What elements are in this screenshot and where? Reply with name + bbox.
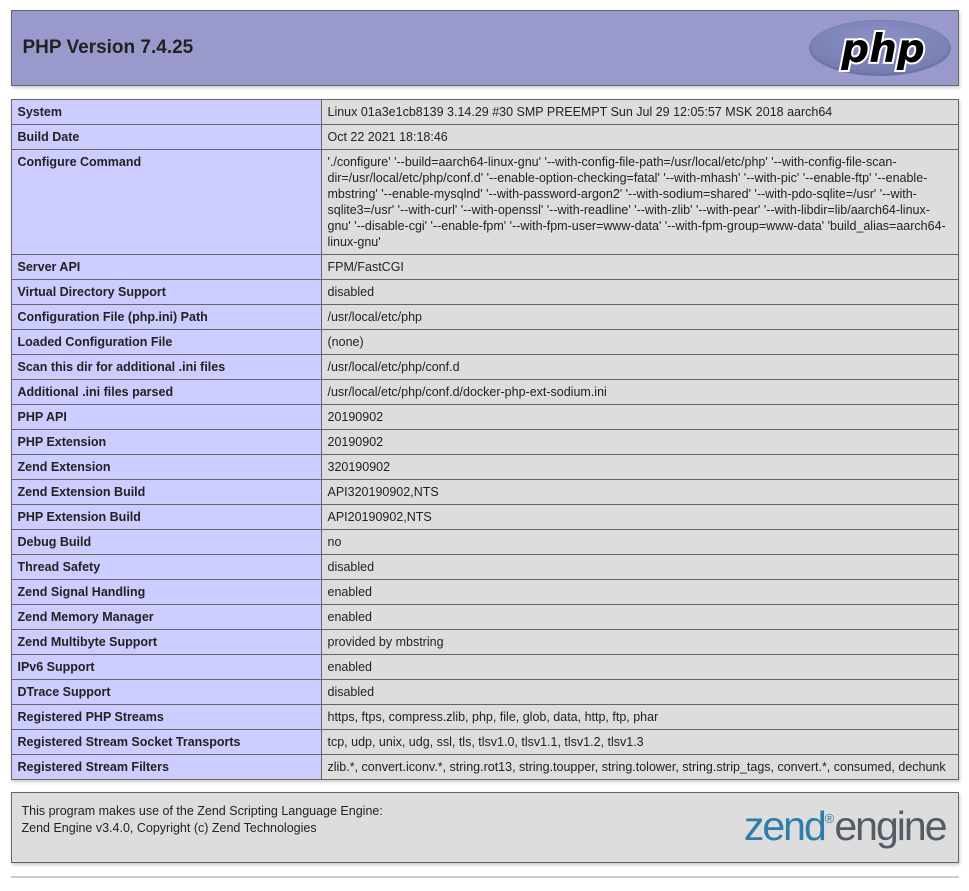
php-logo-text: php [840, 27, 925, 72]
row-value: zlib.*, convert.iconv.*, string.rot13, s… [320, 754, 959, 780]
row-label: Registered PHP Streams [10, 704, 322, 730]
table-row: Configuration File (php.ini) Path /usr/l… [10, 304, 959, 330]
table-row: System Linux 01a3e1cb8139 3.14.29 #30 SM… [10, 99, 959, 125]
row-value: 20190902 [320, 404, 959, 430]
zend-credit-line1: This program makes use of the Zend Scrip… [21, 804, 383, 818]
table-row: PHP API 20190902 [10, 404, 959, 430]
table-row: Zend Extension Build API320190902,NTS [10, 479, 959, 505]
row-value: 320190902 [320, 454, 959, 480]
row-label: Registered Stream Socket Transports [10, 729, 322, 755]
row-label: DTrace Support [10, 679, 322, 705]
row-value: 20190902 [320, 429, 959, 455]
row-value: disabled [320, 279, 959, 305]
table-row: Build Date Oct 22 2021 18:18:46 [10, 124, 959, 150]
table-row: Registered Stream Filters zlib.*, conver… [10, 754, 959, 780]
table-row: DTrace Support disabled [10, 679, 959, 705]
table-row: Zend Memory Manager enabled [10, 604, 959, 630]
row-label: Build Date [10, 124, 322, 150]
info-table-body: System Linux 01a3e1cb8139 3.14.29 #30 SM… [10, 99, 959, 780]
row-value: Linux 01a3e1cb8139 3.14.29 #30 SMP PREEM… [320, 99, 959, 125]
row-value: FPM/FastCGI [320, 254, 959, 280]
row-label: Additional .ini files parsed [10, 379, 322, 405]
table-row: Configure Command './configure' '--build… [10, 149, 959, 255]
info-table: System Linux 01a3e1cb8139 3.14.29 #30 SM… [10, 99, 959, 780]
row-label: IPv6 Support [10, 654, 322, 680]
table-row: Zend Signal Handling enabled [10, 579, 959, 605]
table-row: Loaded Configuration File (none) [10, 329, 959, 355]
row-value: /usr/local/etc/php/conf.d/docker-php-ext… [320, 379, 959, 405]
zend-logo-link[interactable]: zend®engine [743, 799, 948, 856]
php-logo-link[interactable]: php [807, 17, 953, 79]
page-title: PHP Version 7.4.25 [22, 37, 194, 58]
table-row: Scan this dir for additional .ini files … [10, 354, 959, 380]
row-label: PHP Extension Build [10, 504, 322, 530]
zend-logo-zend-text: zend [743, 803, 827, 849]
row-value: enabled [320, 654, 959, 680]
row-label: System [10, 99, 322, 125]
php-logo-icon: php [808, 20, 951, 76]
row-value: API20190902,NTS [320, 504, 959, 530]
row-value: enabled [320, 579, 959, 605]
table-row: Thread Safety disabled [10, 554, 959, 580]
table-row: Additional .ini files parsed /usr/local/… [10, 379, 959, 405]
row-value: enabled [320, 604, 959, 630]
table-row: Debug Build no [10, 529, 959, 555]
row-value: Oct 22 2021 18:18:46 [320, 124, 959, 150]
row-label: Registered Stream Filters [10, 754, 322, 780]
row-label: PHP API [10, 404, 322, 430]
row-value: no [320, 529, 959, 555]
row-label: Scan this dir for additional .ini files [10, 354, 322, 380]
row-label: Zend Extension [10, 454, 322, 480]
row-value: https, ftps, compress.zlib, php, file, g… [320, 704, 959, 730]
row-value: disabled [320, 679, 959, 705]
row-value: provided by mbstring [320, 629, 959, 655]
row-label: Thread Safety [10, 554, 322, 580]
row-value: './configure' '--build=aarch64-linux-gnu… [320, 149, 959, 255]
row-label: Server API [10, 254, 322, 280]
bottom-divider [10, 876, 959, 878]
table-row: Zend Extension 320190902 [10, 454, 959, 480]
row-value: (none) [320, 329, 959, 355]
row-label: Zend Extension Build [10, 479, 322, 505]
table-row: Virtual Directory Support disabled [10, 279, 959, 305]
row-label: Zend Multibyte Support [10, 629, 322, 655]
row-label: Loaded Configuration File [10, 329, 322, 355]
table-row: Registered PHP Streams https, ftps, comp… [10, 704, 959, 730]
row-value: /usr/local/etc/php [320, 304, 959, 330]
zend-credit-text: This program makes use of the Zend Scrip… [22, 799, 383, 837]
table-row: PHP Extension 20190902 [10, 429, 959, 455]
row-value: disabled [320, 554, 959, 580]
zend-credits: This program makes use of the Zend Scrip… [10, 792, 959, 863]
row-label: Debug Build [10, 529, 322, 555]
table-row: Server API FPM/FastCGI [10, 254, 959, 280]
row-value: /usr/local/etc/php/conf.d [320, 354, 959, 380]
phpinfo-page: PHP Version 7.4.25 php System Linux 01a3… [10, 10, 959, 878]
table-row: IPv6 Support enabled [10, 654, 959, 680]
row-label: Zend Memory Manager [10, 604, 322, 630]
table-row: Registered Stream Socket Transports tcp,… [10, 729, 959, 755]
table-row: PHP Extension Build API20190902,NTS [10, 504, 959, 530]
row-label: PHP Extension [10, 429, 322, 455]
page-header: PHP Version 7.4.25 php [10, 10, 959, 86]
row-label: Virtual Directory Support [10, 279, 322, 305]
row-label: Configuration File (php.ini) Path [10, 304, 322, 330]
row-value: API320190902,NTS [320, 479, 959, 505]
row-label: Configure Command [10, 149, 322, 255]
zend-credit-line2: Zend Engine v3.4.0, Copyright (c) Zend T… [21, 821, 317, 835]
zend-logo-engine-text: engine [834, 803, 947, 849]
row-value: tcp, udp, unix, udg, ssl, tls, tlsv1.0, … [320, 729, 959, 755]
table-row: Zend Multibyte Support provided by mbstr… [10, 629, 959, 655]
zend-logo-registered-mark: ® [824, 811, 835, 826]
row-label: Zend Signal Handling [10, 579, 322, 605]
